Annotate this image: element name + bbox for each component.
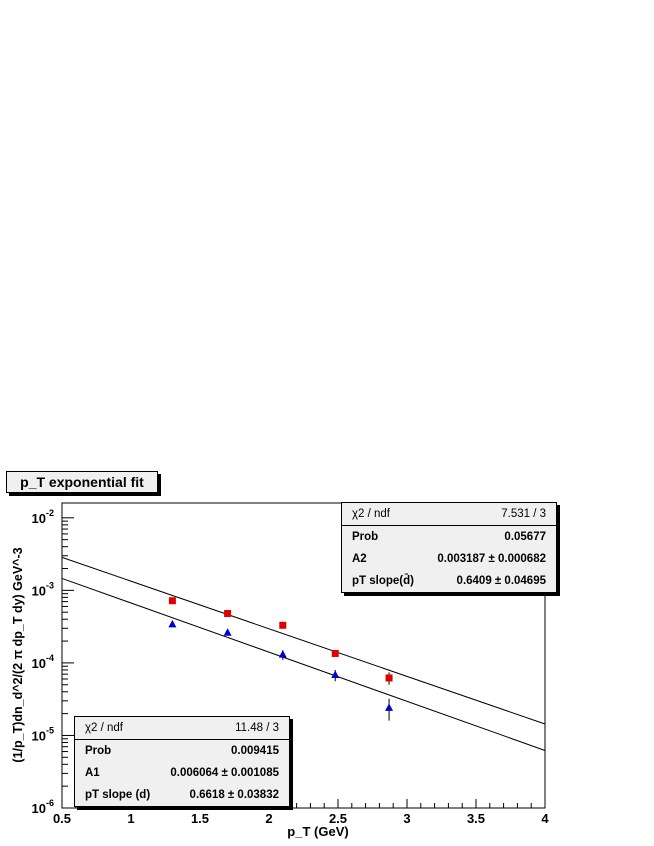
stats-row-chi2: χ2 / ndf 11.48 / 3 xyxy=(75,717,289,740)
stats-row-slope: pT slope (d) 0.6618 ± 0.03832 xyxy=(75,784,289,806)
stats-label: Prob xyxy=(352,531,379,543)
data-point-square xyxy=(279,621,287,629)
stats-value: 0.05677 xyxy=(504,531,546,543)
stats-label: A1 xyxy=(85,767,100,779)
stats-value: 7.531 / 3 xyxy=(501,508,546,520)
data-point-square xyxy=(331,649,339,657)
plot-title: p_T exponential fit xyxy=(6,471,158,493)
fit-stats-box-top: χ2 / ndf 7.531 / 3 Prob 0.05677 A2 0.003… xyxy=(341,502,557,593)
data-point-square xyxy=(168,597,176,605)
x-tick-label: 1.5 xyxy=(191,811,209,826)
y-axis-label: (1/p_T)dn_d^2/(2 π dp_T dy) GeV^-3 xyxy=(11,547,25,762)
stats-label: Prob xyxy=(85,745,112,757)
stats-label: A2 xyxy=(352,553,367,565)
fit-line xyxy=(61,556,546,725)
data-point-square xyxy=(385,674,393,682)
stats-value: 0.009415 xyxy=(231,745,279,757)
stats-value: 0.006064 ± 0.001085 xyxy=(170,767,279,779)
stats-row-amplitude: A1 0.006064 ± 0.001085 xyxy=(75,762,289,784)
x-tick-label: 0.5 xyxy=(53,811,71,826)
data-point-triangle xyxy=(331,670,340,679)
stats-value: 0.003187 ± 0.000682 xyxy=(437,553,546,565)
stats-value: 0.6618 ± 0.03832 xyxy=(189,789,279,801)
plot-frame xyxy=(61,502,546,809)
stats-value: 0.6409 ± 0.04695 xyxy=(456,575,546,587)
x-axis-label: p_T (GeV) xyxy=(287,824,348,839)
stats-label: χ2 / ndf xyxy=(85,722,124,734)
stats-row-prob: Prob 0.05677 xyxy=(342,526,556,548)
stats-label: pT slope (d) xyxy=(85,789,151,801)
x-tick-label: 3.5 xyxy=(467,811,485,826)
x-tick-label: 4 xyxy=(541,811,549,826)
y-tick-label: 10-5 xyxy=(32,725,54,743)
stats-label: pT slope(d̄) xyxy=(352,575,414,587)
x-tick-label: 2 xyxy=(265,811,272,826)
data-point-triangle xyxy=(278,650,287,658)
stats-row-prob: Prob 0.009415 xyxy=(75,740,289,762)
fit-stats-box-bottom: χ2 / ndf 11.48 / 3 Prob 0.009415 A1 0.00… xyxy=(74,716,290,807)
stats-label: χ2 / ndf xyxy=(352,508,391,520)
plot-title-text: p_T exponential fit xyxy=(20,474,144,490)
stats-row-chi2: χ2 / ndf 7.531 / 3 xyxy=(342,503,556,526)
data-point-triangle xyxy=(385,703,394,711)
y-tick-label: 10-4 xyxy=(32,653,54,671)
stats-row-slope: pT slope(d̄) 0.6409 ± 0.04695 xyxy=(342,570,556,592)
stats-row-amplitude: A2 0.003187 ± 0.000682 xyxy=(342,548,556,570)
data-point-triangle xyxy=(168,619,177,628)
x-tick-label: 1 xyxy=(127,811,134,826)
data-point-triangle xyxy=(223,628,232,636)
x-tick-label: 3 xyxy=(403,811,410,826)
fit-line xyxy=(61,577,546,751)
y-tick-label: 10-6 xyxy=(32,798,54,816)
x-tick-label: 2.5 xyxy=(329,811,347,826)
y-tick-label: 10-2 xyxy=(32,508,54,526)
data-point-square xyxy=(224,609,232,617)
y-tick-label: 10-3 xyxy=(32,580,54,598)
stats-value: 11.48 / 3 xyxy=(235,722,279,734)
